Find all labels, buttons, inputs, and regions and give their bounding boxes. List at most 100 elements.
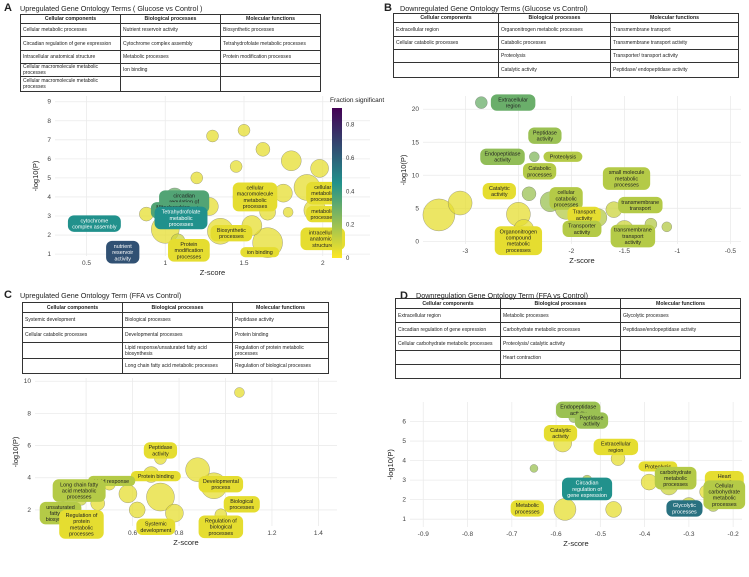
point-label: processes (310, 197, 335, 203)
point-label: activity (583, 422, 600, 428)
x-axis-label: Z-score (569, 256, 594, 265)
y-tick-label: 4 (47, 194, 51, 201)
data-point (200, 197, 219, 216)
point-label: processes (515, 509, 540, 515)
label-pill (574, 412, 609, 429)
y-tick-label: 2 (402, 497, 406, 504)
table-cell (393, 62, 499, 78)
data-point (170, 233, 186, 248)
point-label: processes (209, 531, 234, 537)
data-point (310, 159, 329, 178)
label-pill (618, 196, 663, 214)
x-tick-label: 1.4 (314, 530, 323, 537)
data-point (568, 412, 579, 423)
point-label: Proteolysis (645, 464, 672, 470)
table-cell: Metabolic processes (500, 308, 621, 323)
label-pill (543, 425, 578, 442)
data-point (139, 206, 154, 222)
data-point (581, 474, 593, 486)
point-label: carbohydrate (709, 490, 740, 496)
label-pill (306, 181, 340, 205)
table-cell: Ion binding (120, 63, 221, 77)
data-point (553, 433, 572, 453)
data-point (146, 482, 175, 512)
point-label: Cellular (715, 483, 733, 489)
data-point (605, 501, 622, 518)
table-cell: Cellular macromolecule metabolic process… (20, 63, 121, 77)
point-label: transport (622, 234, 644, 240)
data-point (237, 124, 251, 137)
label-pill (150, 202, 196, 219)
point-label: processes (527, 172, 552, 178)
data-point (529, 151, 540, 162)
point-label: processes (672, 509, 697, 515)
point-label: metabolic (507, 242, 530, 248)
y-axis-label: -log10(P) (11, 436, 20, 467)
label-pill (59, 509, 104, 539)
legend-colorbar (332, 108, 342, 258)
y-tick-label: 5 (415, 205, 419, 212)
data-point (274, 183, 293, 203)
data-point (165, 503, 184, 523)
point-label: Mitochondrion (156, 205, 190, 211)
data-point (568, 208, 596, 235)
x-tick-label: -0.7 (506, 531, 518, 538)
point-label: structure (312, 243, 333, 249)
point-label: Peptidase (148, 445, 172, 451)
table-cell: Heart contraction (500, 350, 621, 365)
point-label: Proteolysis (550, 155, 577, 161)
x-tick-label: 0.4 (82, 530, 91, 537)
y-tick-label: 3 (47, 213, 51, 220)
x-tick-label: -0.6 (550, 531, 562, 538)
table-cell: Transporter/ transport activity (610, 49, 739, 63)
point-label: complex assembly (72, 225, 117, 231)
label-pill (666, 500, 703, 517)
data-point (281, 150, 302, 171)
table-cell: Peptidase/ endopeptidase activity (610, 62, 739, 78)
y-tick-label: 5 (402, 438, 406, 445)
point-label: processes (67, 495, 92, 501)
data-point (605, 201, 622, 218)
point-label: activity (625, 240, 642, 246)
label-pill (52, 479, 106, 502)
data-point (640, 473, 658, 491)
data-point (707, 499, 720, 512)
x-tick-label: 1 (224, 530, 228, 537)
y-axis-label: -log10(P) (386, 449, 395, 480)
point-label: biosynthesis (46, 517, 76, 523)
panel-letter: A (4, 2, 12, 14)
point-label: activity (570, 411, 587, 417)
data-point (422, 198, 456, 232)
point-label: region (608, 448, 623, 454)
data-point (699, 484, 714, 499)
data-point (232, 185, 256, 209)
legend-title: Fraction significant (330, 97, 384, 104)
y-tick-label: 8 (27, 410, 31, 417)
table-cell: Cellular metabolic processes (20, 23, 121, 37)
table-cell (500, 364, 621, 379)
point-label: cellular (558, 190, 575, 196)
data-point (241, 215, 263, 236)
point-label: membrane (160, 211, 186, 217)
y-tick-label: 6 (27, 443, 31, 450)
y-axis-label: -log10(P) (399, 154, 408, 185)
table-cell: Biological processes (122, 312, 233, 328)
point-label: Endopeptidase (560, 405, 596, 411)
table-cell (22, 342, 123, 359)
data-point (615, 220, 634, 239)
table-cell: Biosynthetic processes (220, 23, 321, 37)
point-label: Lipid response (94, 479, 129, 485)
data-point (506, 202, 531, 227)
table-cell: Tetrahydrofolate metabolic processes (220, 36, 321, 51)
data-point (447, 190, 473, 216)
table-header: Molecular functions (232, 302, 329, 313)
table-cell: Cellular catabolic processes (22, 327, 123, 343)
label-pill (562, 477, 613, 501)
table-cell: Circadian regulation of gene expression (395, 322, 501, 337)
y-tick-label: 0 (415, 238, 419, 245)
label-pill (510, 500, 544, 517)
point-label: modification (174, 248, 203, 254)
data-point (57, 501, 69, 512)
label-pill (610, 224, 656, 248)
x-tick-label: 2 (321, 260, 325, 267)
